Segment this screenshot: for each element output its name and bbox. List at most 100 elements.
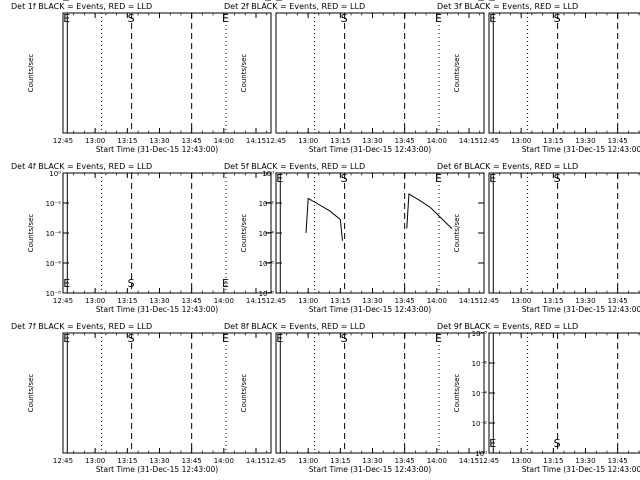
y-tick-label: 10⁻⁸: [259, 290, 275, 298]
y-tick-label: 100: [48, 0, 61, 2]
y-axis-label: Counts/sec: [240, 214, 248, 253]
panel-title: Det 8f BLACK = Events, RED = LLD: [224, 322, 365, 331]
x-tick-label: 14:15: [246, 457, 266, 465]
x-tick-label: 13:30: [362, 297, 382, 305]
event-marker-label: S: [128, 332, 135, 345]
panel-3: Det 3f BLACK = Events, RED = LLD11010010…: [437, 0, 640, 154]
x-tick-label: 14:15: [246, 297, 266, 305]
event-marker-label: E: [489, 437, 496, 450]
y-tick-label: 100: [474, 0, 487, 2]
y-tick-label: 100: [261, 0, 274, 2]
y-tick-label: 10⁻⁴: [46, 230, 62, 238]
x-tick-label: 13:15: [117, 457, 137, 465]
panel-9: Det 9f BLACK = Events, RED = LLD 10⁰ 10⁻² 1…: [437, 322, 640, 474]
plot-frame: [488, 12, 640, 134]
y-tick-label: 10⁰: [475, 450, 487, 458]
y-tick-label: 10: [265, 0, 274, 2]
y-tick-label: 10⁻⁴: [259, 230, 275, 238]
plot-frame: [275, 332, 485, 454]
x-tick-label: 14:15: [459, 457, 479, 465]
y-tick-label: 1000: [43, 0, 61, 2]
event-marker-label: E: [222, 277, 229, 290]
x-axis-label: Start Time (31-Dec-15 12:43:00): [309, 145, 431, 154]
x-axis-label: Start Time (31-Dec-15 12:43:00): [522, 465, 640, 474]
x-tick-label: 13:15: [330, 297, 350, 305]
panel-4: Det 4f BLACK = Events, RED = LLD 10⁻⁸ 10⁻⁶…: [11, 162, 272, 314]
event-marker-label: E: [489, 12, 496, 25]
panel-2: Det 2f BLACK = Events, RED = LLD11010010…: [224, 0, 485, 154]
x-tick-label: 13:30: [575, 137, 595, 145]
event-marker-label: S: [554, 172, 561, 185]
event-marker-label: E: [435, 172, 442, 185]
events-series-line: [406, 193, 453, 229]
event-marker-label: E: [222, 332, 229, 345]
x-tick-label: 12:45: [479, 297, 499, 305]
y-tick-label: 10⁻⁶: [259, 260, 275, 268]
x-tick-label: 12:45: [53, 137, 73, 145]
y-tick-label: 100: [261, 0, 274, 2]
event-marker-label: S: [128, 12, 135, 25]
y-tick-label: 10⁻²: [259, 200, 275, 208]
x-tick-label: 13:30: [575, 297, 595, 305]
x-tick-label: 13:00: [298, 297, 318, 305]
x-tick-label: 13:15: [543, 457, 563, 465]
x-tick-label: 12:45: [53, 297, 73, 305]
x-tick-label: 13:15: [117, 137, 137, 145]
y-axis-label: Counts/sec: [453, 374, 461, 413]
event-marker-label: E: [489, 172, 496, 185]
panel-6: Det 6f BLACK = Events, RED = LLD 11010010…: [437, 0, 640, 314]
x-tick-label: 13:00: [85, 457, 105, 465]
x-axis-label: Start Time (31-Dec-15 12:43:00): [309, 305, 431, 314]
panel-5: Det 5f BLACK = Events, RED = LLD 10⁻⁸ 10⁻⁶…: [224, 162, 485, 314]
event-marker-label: S: [341, 172, 348, 185]
y-tick-label: 1: [483, 0, 487, 2]
event-marker-label: S: [341, 12, 348, 25]
x-axis-label: Start Time (31-Dec-15 12:43:00): [309, 465, 431, 474]
x-tick-label: 13:45: [395, 457, 415, 465]
y-tick-label: 10: [52, 0, 61, 2]
y-tick-label: 1000: [43, 0, 61, 2]
event-marker-label: E: [276, 332, 283, 345]
x-tick-label: 12:45: [479, 457, 499, 465]
event-marker-label: E: [435, 12, 442, 25]
x-axis-label: Start Time (31-Dec-15 12:43:00): [522, 145, 640, 154]
events-series-line: [305, 197, 343, 241]
panel-title: Det 5f BLACK = Events, RED = LLD: [224, 162, 365, 171]
y-tick-label: 10⁻⁸: [46, 290, 62, 298]
y-tick-label: 10⁻²: [472, 420, 488, 428]
y-tick-label: 10⁻⁸: [472, 330, 488, 338]
x-tick-label: 13:30: [362, 137, 382, 145]
x-tick-label: 13:45: [608, 457, 628, 465]
x-tick-label: 14:00: [427, 137, 447, 145]
x-tick-label: 14:15: [459, 137, 479, 145]
event-marker-label: S: [128, 277, 135, 290]
x-tick-label: 13:00: [85, 297, 105, 305]
y-tick-label: 10000: [252, 0, 274, 2]
panel-7: Det 7f BLACK = Events, RED = LLD11010010…: [11, 0, 272, 474]
y-tick-label: 1000: [256, 0, 274, 2]
x-axis-label: Start Time (31-Dec-15 12:43:00): [96, 145, 218, 154]
y-tick-label: 10⁻⁴: [472, 390, 488, 398]
x-tick-label: 13:45: [608, 137, 628, 145]
plot-frame: [488, 172, 640, 294]
event-marker-label: E: [63, 332, 70, 345]
y-tick-label: 10⁰: [49, 170, 61, 178]
x-tick-label: 14:15: [459, 297, 479, 305]
event-marker-label: E: [63, 12, 70, 25]
x-tick-label: 13:15: [117, 297, 137, 305]
x-tick-label: 13:15: [330, 137, 350, 145]
y-tick-label: 1: [270, 0, 274, 2]
y-tick-label: 1: [57, 0, 61, 2]
x-tick-label: 13:45: [182, 137, 202, 145]
y-tick-label: 100: [48, 0, 61, 2]
panel-title: Det 4f BLACK = Events, RED = LLD: [11, 162, 152, 171]
x-tick-label: 13:45: [395, 137, 415, 145]
x-tick-label: 14:00: [214, 297, 234, 305]
panel-1: Det 1f BLACK = Events, RED = LLD11010010…: [11, 0, 272, 154]
y-axis-label: Counts/sec: [27, 214, 35, 253]
y-tick-label: 10: [265, 0, 274, 2]
panel-title: Det 3f BLACK = Events, RED = LLD: [437, 2, 578, 11]
event-marker-label: S: [341, 332, 348, 345]
y-axis-label: Counts/sec: [453, 214, 461, 253]
